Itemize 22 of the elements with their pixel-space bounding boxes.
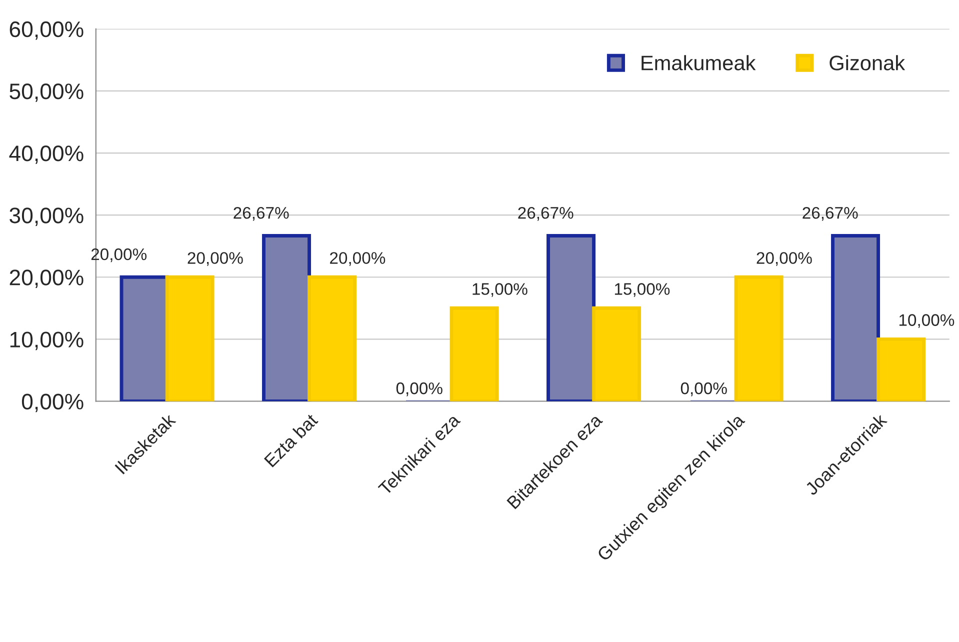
y-tick-label: 40,00% [9, 146, 84, 164]
y-tick-label: 30,00% [10, 208, 84, 226]
data-label: 26,67% [234, 206, 289, 221]
y-tick-label: 50,00% [10, 83, 84, 102]
data-label: 26,67% [518, 206, 574, 221]
legend-label: Emakumeak [642, 55, 756, 70]
data-label: 20,00% [756, 252, 812, 266]
data-label: 15,00% [472, 283, 528, 297]
data-label: 0,00% [396, 382, 442, 396]
data-label: 20,00% [91, 248, 147, 262]
data-label: 20,00% [188, 252, 243, 266]
y-tick-label: 10,00% [10, 332, 84, 350]
x-tick-label: Ezta bat [263, 412, 319, 468]
data-label: 15,00% [614, 283, 670, 297]
legend-label: Gizonak [830, 55, 906, 70]
data-label: 26,67% [802, 206, 858, 221]
y-tick-label: 20,00% [10, 270, 84, 288]
data-label: 20,00% [330, 252, 386, 266]
y-tick-label: 0,00% [22, 394, 84, 412]
data-label: 10,00% [899, 314, 954, 328]
y-tick-label: 60,00% [10, 21, 84, 40]
data-label: 0,00% [680, 382, 727, 396]
